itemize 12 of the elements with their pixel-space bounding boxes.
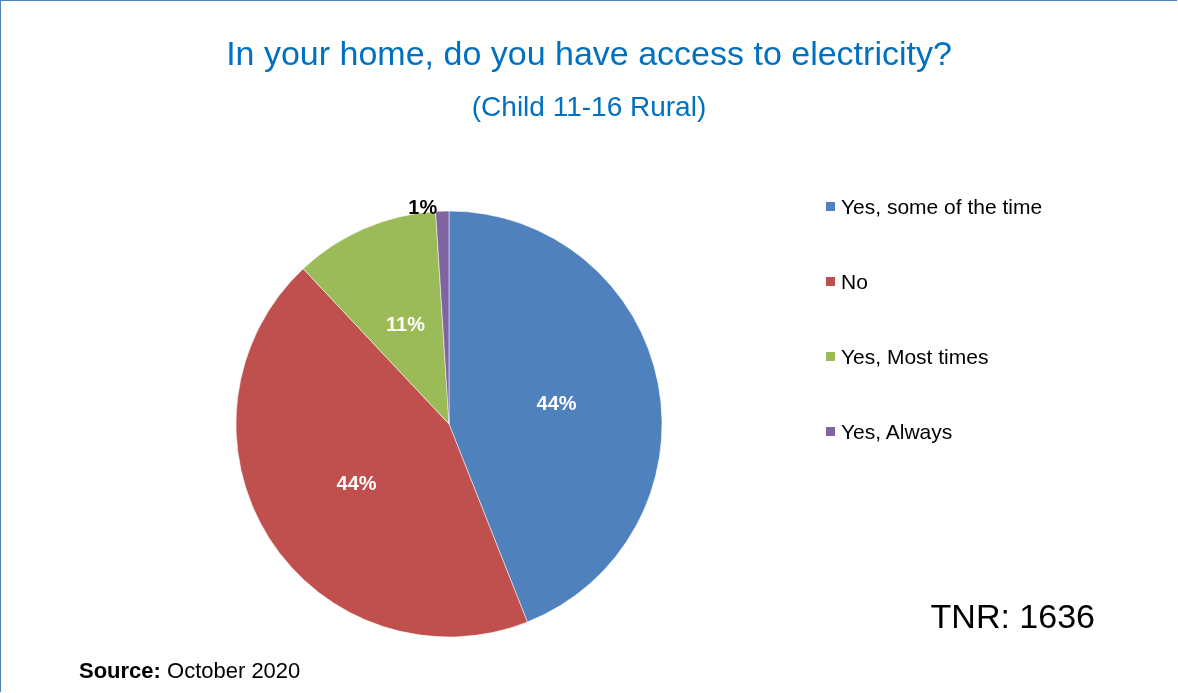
legend-label: Yes, Most times: [841, 345, 989, 368]
data-label: 1%: [408, 196, 438, 219]
data-label: 44%: [336, 471, 377, 494]
legend-label: Yes, some of the time: [841, 195, 1043, 218]
chart-title: In your home, do you have access to electricity?: [226, 34, 952, 72]
chart-subtitle: (Child 11-16 Rural): [471, 90, 707, 122]
text: TNR: 1636: [930, 597, 1095, 635]
legend-label: No: [841, 270, 868, 293]
data-label: 11%: [386, 312, 426, 335]
data-label: 44%: [536, 392, 577, 415]
source-note: Source: October 2020: [79, 657, 301, 683]
legend-label: Yes, Always: [841, 420, 953, 443]
